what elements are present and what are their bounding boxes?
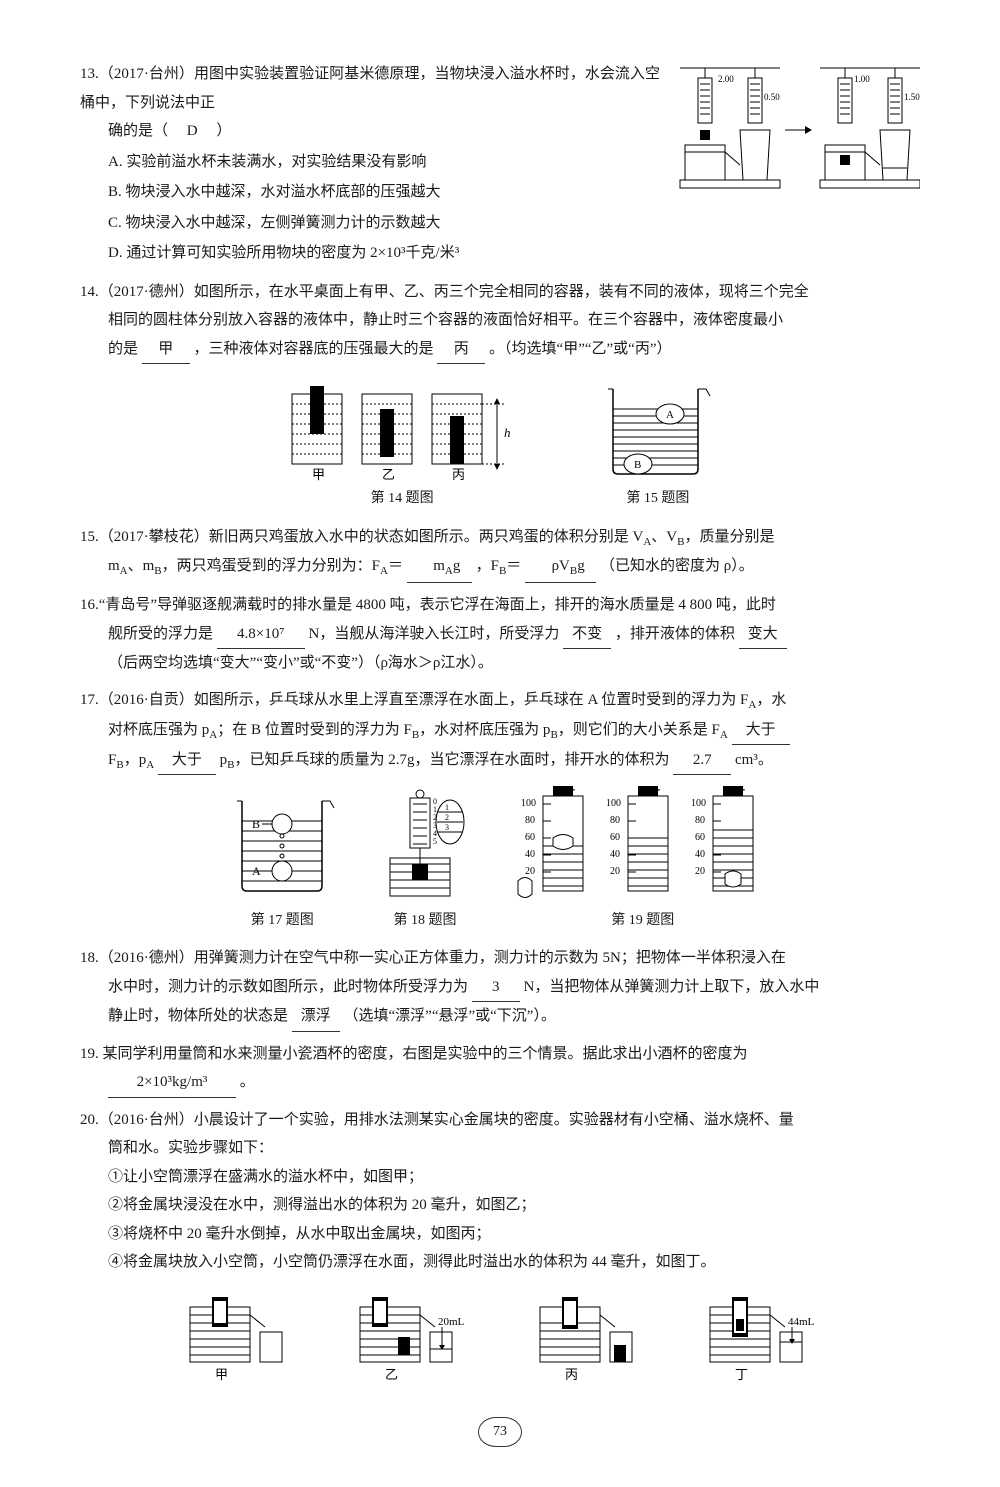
q15-blank-2: ρVBg	[525, 552, 596, 583]
q14-blank-2: 丙	[437, 335, 485, 365]
q17-18-19-figures: B A 第 17 题图 012345 123 第 18 题图 100	[80, 786, 920, 935]
svg-text:0.50: 0.50	[764, 92, 780, 102]
svg-text:100: 100	[606, 798, 621, 809]
q18-caption: 第 18 题图	[365, 908, 485, 935]
svg-text:1.50: 1.50	[904, 92, 920, 102]
q16-blank-3: 变大	[739, 620, 787, 650]
svg-text:乙: 乙	[382, 467, 395, 482]
q14-line1: 14.（2017·德州）如图所示，在水平桌面上有甲、乙、丙三个完全相同的容器，装…	[80, 278, 920, 307]
question-14: 14.（2017·德州）如图所示，在水平桌面上有甲、乙、丙三个完全相同的容器，装…	[80, 278, 920, 365]
svg-text:44mL: 44mL	[788, 1316, 815, 1328]
svg-text:20: 20	[525, 866, 535, 877]
q19-blank: 2×10³kg/m³	[108, 1068, 236, 1098]
q17-blank-1: 大于	[732, 716, 790, 746]
q18-blank-1: 3	[472, 973, 520, 1003]
svg-text:40: 40	[610, 849, 620, 860]
q19-caption: 第 19 题图	[513, 908, 773, 935]
question-20: 20.（2016·台州）小晨设计了一个实验，用排水法测某实心金属块的密度。实验器…	[80, 1106, 920, 1277]
q20-figures: 甲 20mL 乙 丙	[80, 1287, 920, 1387]
svg-text:1: 1	[445, 803, 449, 812]
svg-text:丁: 丁	[735, 1367, 748, 1382]
svg-text:100: 100	[691, 798, 706, 809]
q20-step-2: ②将金属块浸没在水中，测得溢出水的体积为 20 毫升，如图乙；	[80, 1191, 920, 1220]
q13-stem-line2: 确的是（	[108, 123, 168, 139]
svg-text:20mL: 20mL	[438, 1316, 465, 1328]
q20-step-1: ①让小空筒漂浮在盛满水的溢水杯中，如图甲；	[80, 1163, 920, 1192]
svg-text:40: 40	[525, 849, 535, 860]
question-13: 2.00 0.50 1.00 1.50	[80, 60, 920, 270]
svg-text:甲: 甲	[312, 467, 325, 482]
svg-text:5: 5	[433, 837, 437, 846]
svg-text:60: 60	[695, 832, 705, 843]
svg-text:3: 3	[445, 823, 449, 832]
svg-text:40: 40	[695, 849, 705, 860]
svg-text:丙: 丙	[565, 1367, 578, 1382]
svg-text:1.00: 1.00	[854, 74, 870, 84]
svg-text:80: 80	[525, 815, 535, 826]
svg-text:甲: 甲	[215, 1367, 228, 1382]
svg-text:A: A	[666, 409, 674, 421]
q17-blank-2: 大于	[158, 746, 216, 776]
question-18: 18.（2016·德州）用弹簧测力计在空气中称一实心正方体重力，测力计的示数为 …	[80, 944, 920, 1032]
q13-answer: D	[172, 123, 213, 139]
question-15: 15.（2017·攀枝花）新旧两只鸡蛋放入水中的状态如图所示。两只鸡蛋的体积分别…	[80, 523, 920, 584]
q18-blank-2: 漂浮	[292, 1002, 340, 1032]
question-19: 19. 某同学利用量筒和水来测量小瓷酒杯的密度，右图是实验中的三个情景。据此求出…	[80, 1040, 920, 1098]
svg-text:80: 80	[610, 815, 620, 826]
q17-caption: 第 17 题图	[227, 908, 337, 935]
svg-text:B: B	[634, 459, 641, 471]
svg-text:乙: 乙	[385, 1367, 398, 1382]
q17-blank-3: 2.7	[673, 746, 731, 776]
q14-blank-1: 甲	[142, 335, 190, 365]
svg-text:B: B	[252, 817, 260, 831]
q13-opt-c: C. 物块浸入水中越深，左侧弹簧测力计的示数越大	[108, 209, 920, 238]
q20-step-4: ④将金属块放入小空筒，小空筒仍漂浮在水面，测得此时溢出水的体积为 44 毫升，如…	[80, 1248, 920, 1277]
q13-figure: 2.00 0.50 1.00 1.50	[670, 60, 920, 200]
svg-text:80: 80	[695, 815, 705, 826]
q15-blank-1: mAg	[407, 552, 472, 583]
svg-text:60: 60	[610, 832, 620, 843]
svg-text:2.00: 2.00	[718, 74, 734, 84]
svg-text:2: 2	[445, 813, 449, 822]
svg-text:A: A	[252, 864, 261, 878]
svg-text:100: 100	[521, 798, 536, 809]
page-number: 73	[80, 1417, 920, 1448]
svg-text:20: 20	[695, 866, 705, 877]
q16-blank-2: 不变	[563, 620, 611, 650]
q15-caption: 第 15 题图	[598, 486, 718, 513]
q20-step-3: ③将烧杯中 20 毫升水倒掉，从水中取出金属块，如图丙；	[80, 1220, 920, 1249]
svg-text:20: 20	[610, 866, 620, 877]
question-16: 16.“青岛号”导弹驱逐舰满载时的排水量是 4800 吨，表示它浮在海面上，排开…	[80, 591, 920, 678]
q13-opt-d: D. 通过计算可知实验所用物块的密度为 2×10³千克/米³	[108, 239, 920, 268]
q14-caption: 第 14 题图	[282, 486, 522, 513]
question-17: 17.（2016·自贡）如图所示，乒乓球从水里上浮直至漂浮在水面上，乒乓球在 A…	[80, 686, 920, 776]
q16-blank-1: 4.8×10⁷	[217, 620, 305, 650]
svg-text:60: 60	[525, 832, 535, 843]
svg-text:h: h	[504, 425, 511, 440]
q14-q15-figures: h 甲 乙 丙 第 14 题图 A B 第 15 题图	[80, 374, 920, 513]
svg-text:丙: 丙	[452, 467, 465, 482]
q14-line2: 相同的圆柱体分别放入容器的液体中，静止时三个容器的液面恰好相平。在三个容器中，液…	[80, 306, 920, 335]
